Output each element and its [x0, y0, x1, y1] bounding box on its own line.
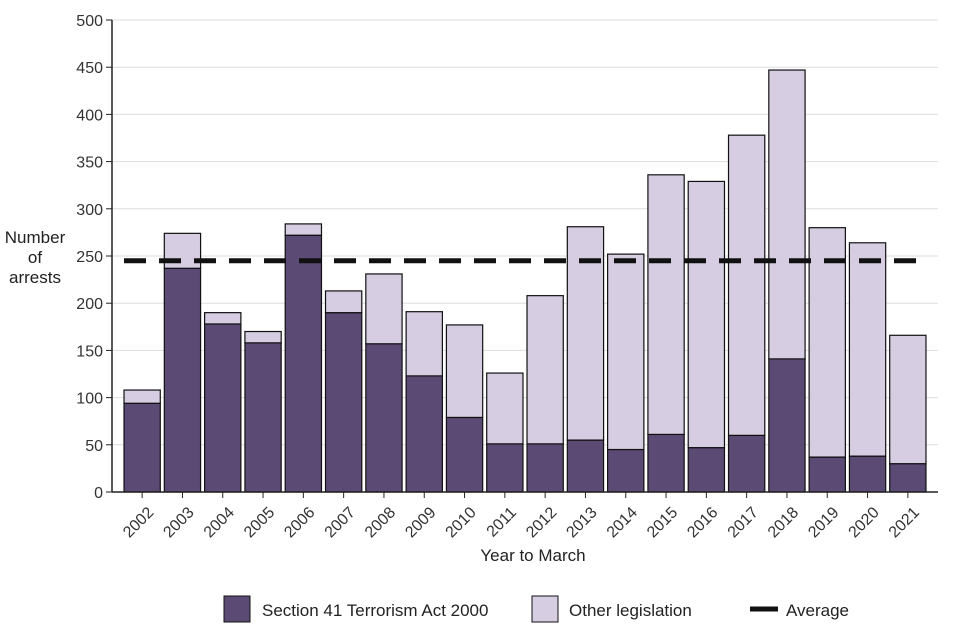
bar-section41-2016 [687, 447, 726, 493]
bar-other-2016 [687, 180, 726, 449]
bar-other-2002 [123, 389, 161, 404]
y-tick-label-350: 350 [76, 155, 103, 172]
bar-section41-2015 [647, 433, 685, 493]
y-tick-label-100: 100 [76, 391, 103, 408]
x-tick-label-2004: 2004 [201, 504, 238, 541]
bar-section41-2017 [727, 434, 766, 493]
bar-other-2014 [607, 253, 645, 451]
bar-other-2004 [204, 312, 242, 325]
bar-other-2006 [284, 223, 323, 236]
y-axis-title-line-2: of [28, 248, 42, 267]
y-tick-label-450: 450 [76, 60, 103, 77]
x-tick-label-2018: 2018 [765, 504, 802, 541]
bar-section41-2006 [284, 234, 323, 493]
x-tick-label-2011: 2011 [484, 504, 520, 540]
x-tick-label-2005: 2005 [241, 504, 278, 541]
legend-label-other: Other legislation [569, 601, 692, 620]
bar-other-2008 [365, 273, 403, 345]
bar-other-2007 [324, 290, 363, 314]
y-tick-label-250: 250 [76, 249, 103, 266]
y-tick-label-400: 400 [76, 107, 103, 124]
y-tick-label-500: 500 [76, 13, 103, 30]
y-tick-label-300: 300 [76, 202, 103, 219]
y-axis-title-line-1: Number [5, 228, 66, 247]
bar-section41-2008 [365, 343, 403, 493]
y-tick-labels: 0 50 100 150 200 250 300 350 400 450 500 [76, 13, 112, 502]
x-tick-label-2009: 2009 [402, 504, 439, 541]
legend-swatch-other [531, 595, 559, 623]
legend: Section 41 Terrorism Act 2000 Other legi… [223, 595, 849, 623]
x-tick-label-2020: 2020 [846, 504, 883, 541]
legend-label-section41: Section 41 Terrorism Act 2000 [262, 601, 488, 620]
x-tick-label-2010: 2010 [443, 504, 480, 541]
x-axis-title: Year to March [480, 546, 585, 565]
bar-section41-2012 [526, 443, 564, 493]
x-tick-label-2008: 2008 [362, 504, 399, 541]
x-tick-label-2021: 2021 [886, 504, 923, 541]
bar-section41-2010 [445, 416, 484, 493]
y-tick-label-200: 200 [76, 296, 103, 313]
x-tick-labels: 2002 2003 2004 2005 2006 2007 2008 2009 2010 2011… [120, 492, 923, 541]
x-tick-label-2016: 2016 [684, 504, 721, 541]
bar-other-2010 [445, 324, 484, 419]
bar-section41-2018 [768, 358, 806, 493]
bar-other-2021 [889, 334, 927, 465]
y-tick-label-150: 150 [76, 343, 103, 360]
bar-other-2012 [526, 295, 564, 445]
bar-section41-2019 [808, 456, 846, 493]
y-tick-label-0: 0 [94, 485, 103, 502]
bar-section41-2011 [486, 443, 524, 493]
y-tick-label-50: 50 [85, 438, 103, 455]
x-tick-label-2006: 2006 [281, 504, 318, 541]
bars [123, 69, 927, 493]
x-tick-label-2003: 2003 [160, 504, 197, 541]
x-tick-label-2007: 2007 [322, 504, 359, 541]
bar-section41-2020 [848, 455, 887, 493]
x-tick-label-2002: 2002 [120, 504, 157, 541]
bar-section41-2007 [324, 312, 363, 493]
bar-section41-2005 [244, 342, 282, 493]
legend-label-average: Average [786, 601, 849, 620]
bar-section41-2013 [566, 439, 605, 493]
bar-other-2005 [244, 330, 282, 344]
bar-section41-2003 [163, 267, 202, 493]
y-axis-title-line-3: arrests [9, 268, 61, 287]
bar-section41-2009 [405, 375, 443, 493]
bar-other-2015 [647, 174, 685, 436]
bar-section41-2014 [607, 448, 645, 493]
bar-other-2009 [405, 311, 443, 377]
bar-section41-2002 [123, 402, 161, 493]
x-tick-label-2019: 2019 [805, 504, 842, 541]
x-tick-label-2017: 2017 [725, 504, 762, 541]
x-tick-label-2013: 2013 [563, 504, 600, 541]
x-tick-label-2015: 2015 [644, 504, 681, 541]
bar-section41-2004 [204, 323, 242, 493]
x-tick-label-2012: 2012 [523, 504, 560, 541]
bar-other-2017 [727, 134, 766, 436]
legend-swatch-section41 [223, 595, 251, 623]
bar-other-2020 [848, 242, 887, 457]
x-tick-label-2014: 2014 [604, 504, 641, 541]
bar-other-2018 [768, 69, 806, 360]
bar-other-2019 [808, 227, 846, 458]
bar-other-2011 [486, 372, 524, 445]
bar-section41-2021 [889, 463, 927, 493]
